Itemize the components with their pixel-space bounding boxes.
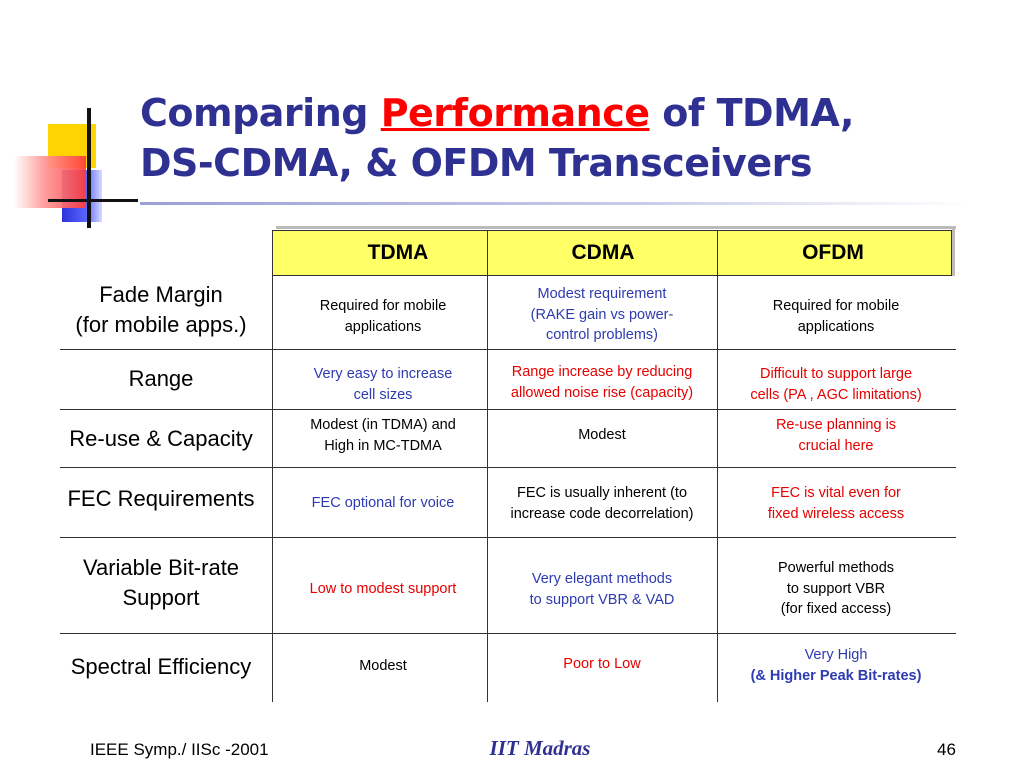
cell-line: FEC is usually inherent (to [516, 485, 688, 501]
column-divider [487, 230, 488, 702]
cell-line: applications [344, 318, 422, 335]
cell-line: Poor to Low [563, 656, 641, 672]
cell-line: cells (PA , AGC limitations) [750, 386, 922, 403]
table-cell-cdma: FEC is usually inherent (to increase code… [488, 483, 716, 524]
cell-line: Powerful methods [777, 560, 895, 576]
table-cell-cdma: Modest requirement (RAKE gain vs power-co… [488, 284, 716, 346]
row-label-line: FEC Requirements [67, 486, 255, 511]
row-label-line: Fade Margin [99, 282, 223, 307]
table-cell-ofdm: Difficult to support large cells (PA , AG… [722, 364, 950, 405]
cell-line: applications [797, 318, 875, 335]
cell-line: Low to modest support [309, 581, 457, 597]
header-shadow-top [276, 226, 956, 229]
row-label: Re-use & Capacity [40, 424, 282, 454]
title-line-2: DS-CDMA, & OFDM Transceivers [140, 141, 812, 185]
column-divider [717, 230, 718, 702]
table-cell-cdma: Very elegant methods to support VBR & VAD [488, 569, 716, 610]
cell-line: FEC optional for voice [311, 495, 455, 511]
cell-line: to support VBR & VAD [529, 591, 675, 608]
table-cell-ofdm: Powerful methods to support VBR (for fixed… [722, 558, 950, 620]
slide-title: Comparing Performance of TDMA, DS-CDMA, … [140, 88, 1000, 188]
cell-line: Required for mobile [772, 298, 900, 314]
column-header-ofdm: OFDM [802, 241, 864, 264]
row-label-line: Variable Bit-rate [82, 555, 240, 580]
table-cell-ofdm: Very High (& Higher Peak Bit-rates) [722, 645, 950, 686]
cell-line: to support VBR [786, 580, 886, 597]
title-text-1: Comparing [140, 91, 381, 135]
decor-vertical-line [87, 108, 91, 228]
cell-line: crucial here [798, 437, 874, 454]
column-header-cdma: CDMA [571, 241, 635, 264]
row-label-line: Re-use & Capacity [69, 426, 253, 451]
cell-line: Very easy to increase [313, 366, 453, 382]
cell-line: allowed noise rise (capacity) [510, 384, 694, 401]
footer-institute: IIT Madras [489, 736, 591, 760]
footer-conference: IEEE Symp./ IISc -2001 [90, 740, 269, 759]
decor-horizontal-line [48, 199, 138, 202]
cell-line: High in MC-TDMA [324, 437, 442, 454]
table-cell-tdma: Low to modest support [276, 579, 490, 600]
row-label-line: (for mobile apps.) [75, 312, 247, 337]
row-label: Fade Margin (for mobile apps.) [40, 280, 282, 340]
cell-line: control problems) [545, 327, 658, 343]
cell-line: fixed wireless access [767, 505, 905, 522]
cell-line: (for fixed access) [780, 601, 892, 617]
row-label-line: Range [128, 366, 194, 391]
row-label-line: Spectral Efficiency [70, 654, 252, 679]
table-cell-tdma: Modest [276, 656, 490, 677]
title-highlight: Performance [380, 91, 650, 135]
table-cell-tdma: Modest (in TDMA) and High in MC-TDMA [276, 415, 490, 456]
cell-line: Modest [578, 427, 626, 443]
cell-line: Very High [804, 647, 868, 663]
cell-line: Re-use planning is [775, 417, 897, 433]
table-cell-tdma: Required for mobile applications [276, 296, 490, 337]
cell-line: Range increase by reducing [511, 364, 693, 380]
cell-line: Very elegant methods [531, 571, 673, 587]
row-divider [60, 537, 956, 538]
row-divider [60, 409, 956, 410]
row-divider [60, 349, 956, 350]
table-cell-ofdm: Required for mobile applications [722, 296, 950, 337]
title-underline [140, 202, 970, 205]
table-cell-tdma: Very easy to increase cell sizes [276, 364, 490, 405]
slide-number: 46 [937, 740, 956, 759]
table-cell-ofdm: FEC is vital even for fixed wireless acce… [722, 483, 950, 524]
column-header-tdma: TDMA [367, 241, 429, 264]
column-divider [272, 230, 273, 702]
table-cell-cdma: Range increase by reducing allowed noise … [488, 362, 716, 403]
cell-line: cell sizes [353, 386, 413, 403]
table-cell-tdma: FEC optional for voice [276, 493, 490, 514]
row-divider [60, 467, 956, 468]
cell-line: Modest requirement [537, 286, 667, 302]
row-label-line: Support [122, 585, 200, 610]
header-shadow-right [952, 226, 955, 276]
cell-line: increase code decorrelation) [510, 505, 694, 522]
row-divider [60, 633, 956, 634]
row-label: Variable Bit-rate Support [40, 553, 282, 613]
cell-line: Modest [359, 658, 407, 674]
cell-line: (& Higher Peak Bit-rates) [750, 667, 922, 684]
cell-line: FEC is vital even for [771, 485, 901, 501]
table-header-band [272, 230, 952, 276]
table-cell-cdma: Modest [488, 425, 716, 446]
table-cell-cdma: Poor to Low [488, 654, 716, 675]
cell-line: (RAKE gain vs power- [530, 306, 674, 323]
cell-line: Difficult to support large [759, 366, 913, 382]
row-label: FEC Requirements [40, 484, 282, 514]
row-label: Spectral Efficiency [40, 652, 282, 682]
row-label: Range [40, 364, 282, 394]
title-text-2: of TDMA, [649, 91, 854, 135]
table-cell-ofdm: Re-use planning is crucial here [722, 415, 950, 456]
cell-line: Required for mobile [319, 298, 447, 314]
cell-line: Modest (in TDMA) and [310, 417, 456, 433]
